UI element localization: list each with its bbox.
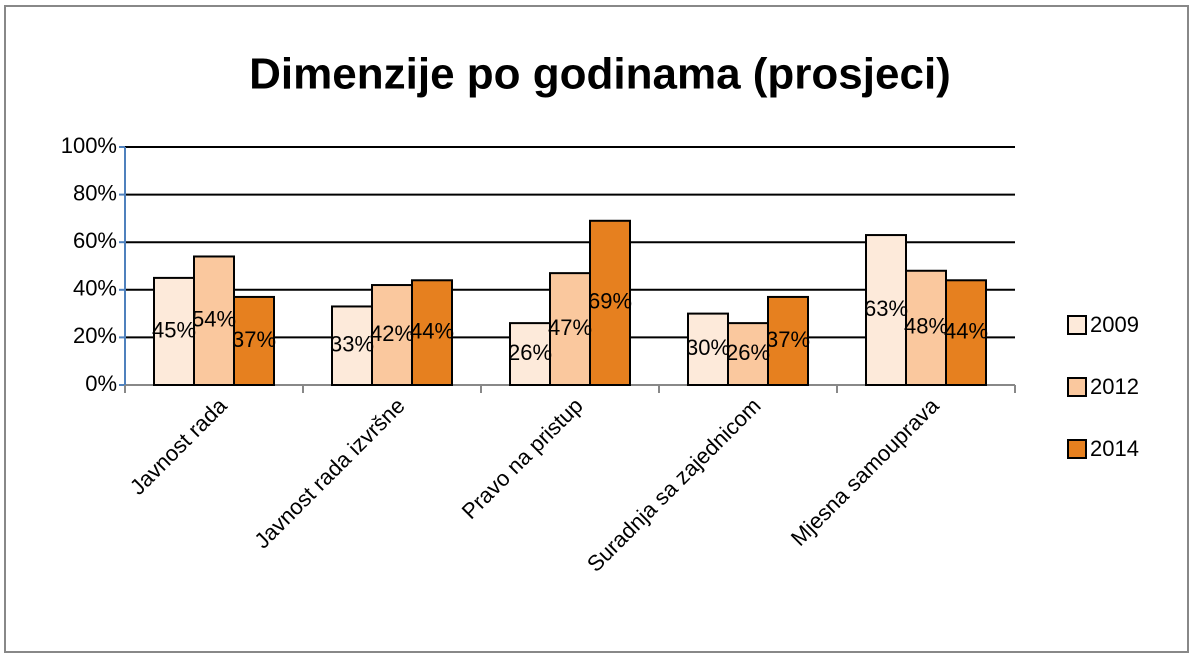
bar [767,295,809,386]
bar [153,276,195,386]
chart-title: Dimenzije po godinama (prosjeci) [249,50,951,99]
data-label: 47% [548,315,592,340]
legend-swatch [1067,377,1087,397]
y-tick-label: 0% [85,371,117,396]
data-label: 44% [410,318,454,343]
data-label: 48% [904,314,948,339]
y-tick-label: 20% [73,323,117,348]
legend-swatch [1067,439,1087,459]
data-label: 33% [330,332,374,357]
bar [233,295,275,386]
data-label: 37% [766,327,810,352]
bar [371,284,413,387]
legend-label: 2009 [1090,312,1139,337]
data-label: 45% [152,317,196,342]
bar [905,269,947,387]
data-label: 30% [686,335,730,360]
y-tick-label: 80% [73,180,117,205]
legend-label: 2014 [1090,436,1139,461]
legend-label: 2012 [1090,374,1139,399]
data-label: 37% [232,327,276,352]
data-label: 42% [370,321,414,346]
bar [411,279,453,386]
bar [945,279,987,386]
y-tick-label: 100% [61,133,117,158]
data-label: 26% [726,340,770,365]
data-label: 69% [588,289,632,314]
y-tick-label: 60% [73,228,117,253]
data-label: 54% [192,307,236,332]
bar [193,255,235,387]
data-label: 44% [944,318,988,343]
bar [589,219,631,386]
y-tick-label: 40% [73,276,117,301]
legend-swatch [1067,315,1087,335]
bar [865,234,907,386]
bar [687,312,729,387]
data-label: 26% [508,340,552,365]
bar [509,322,551,386]
data-label: 63% [864,296,908,321]
